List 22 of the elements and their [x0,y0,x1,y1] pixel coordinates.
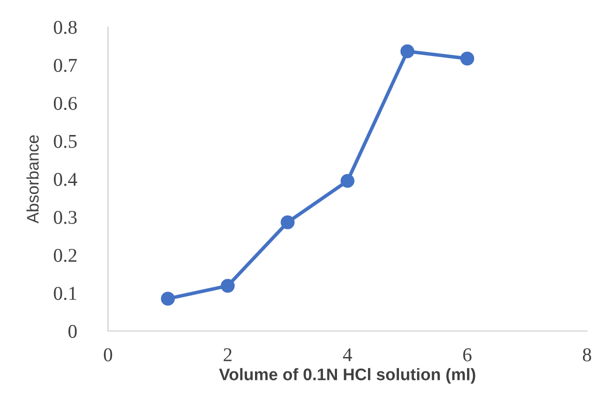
x-tick-label: 4 [343,348,352,362]
point [280,215,295,230]
point [400,44,414,58]
y-tick-label: 0.5 [54,134,77,148]
y-tick-label: 0.7 [54,58,77,72]
y-tick-label: 0.6 [54,96,77,110]
y-tick-label: 0.3 [54,210,77,224]
x-tick-label: 8 [582,348,592,362]
y-tick-label: 0 [68,324,77,338]
x-tick-label: 2 [224,348,232,362]
x-tick-label: 0 [104,348,112,362]
y-tick-label: 0.2 [54,248,76,262]
point [160,292,175,306]
x-tick-label: 6 [463,348,472,362]
y-tick-label: 0.4 [54,172,78,186]
y-tick-label: 0.1 [54,286,76,300]
point [460,52,474,66]
y-axis-title: Absorbance [26,135,39,224]
x-axis-title: Volume of 0.1N HCl solution (ml) [219,368,476,384]
point [220,278,235,293]
y-tick-label: 0.8 [54,20,77,34]
point [340,174,354,188]
